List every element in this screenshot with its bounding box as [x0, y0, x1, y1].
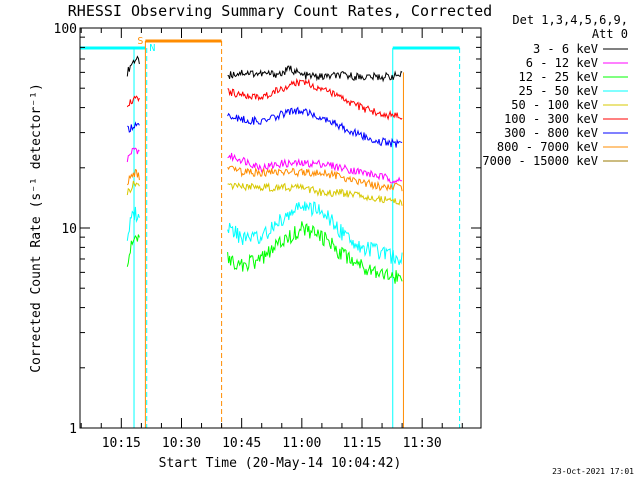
legend-entry-label: 100 - 300 keV	[504, 112, 598, 126]
legend-entry-label: 50 - 100 keV	[511, 98, 598, 112]
night-marker-label: N	[149, 43, 155, 54]
legend-title-line1: Det 1,3,4,5,6,9,	[512, 13, 628, 27]
series-300-800keV	[127, 106, 403, 148]
series-line	[227, 182, 403, 206]
series-line	[227, 152, 403, 184]
legend-entry-label: 6 - 12 keV	[526, 56, 598, 70]
series-800-7000keV	[126, 165, 403, 192]
series-line	[126, 95, 140, 108]
series-line	[227, 201, 403, 266]
series-line	[126, 147, 140, 163]
y-tick-label: 10	[61, 222, 77, 237]
series-line	[227, 65, 403, 83]
y-tick-label: 1	[69, 422, 77, 437]
series-line	[126, 234, 140, 267]
series-3-6keV	[126, 55, 403, 83]
series-line	[227, 106, 403, 148]
x-axis-label: Start Time (20-May-14 10:04:42)	[159, 456, 402, 471]
series-50-100keV	[126, 180, 403, 206]
series-line	[227, 77, 403, 121]
y-axis-label: Corrected Count Rate (s⁻¹ detector⁻¹)	[29, 83, 44, 373]
series-100-300keV	[126, 77, 403, 121]
saa-marker-label: S	[137, 36, 143, 47]
x-tick-label: 11:15	[342, 436, 381, 451]
legend-entry-label: 300 - 800 keV	[504, 126, 598, 140]
state-overlays: SN	[80, 36, 461, 428]
x-tick-label: 10:15	[102, 436, 141, 451]
footer-timestamp: 23-Oct-2021 17:01	[552, 467, 634, 476]
series-line	[126, 55, 140, 77]
series-25-50keV	[126, 201, 403, 266]
chart-title: RHESSI Observing Summary Count Rates, Co…	[68, 2, 492, 20]
x-tick-label: 11:00	[282, 436, 321, 451]
legend-entry-label: 25 - 50 keV	[519, 84, 598, 98]
x-tick-label: 10:30	[162, 436, 201, 451]
legend-entry-label: 12 - 25 keV	[519, 70, 598, 84]
series-line	[126, 180, 140, 196]
series-6-12keV	[126, 147, 403, 184]
legend-entry-label: 3 - 6 keV	[533, 42, 598, 56]
series-line	[227, 221, 403, 284]
series-line	[126, 168, 140, 186]
y-tick-label: 100	[54, 22, 77, 37]
legend-entry-label: 7000 - 15000 keV	[482, 154, 598, 168]
legend-title-line2: Att 0	[592, 27, 628, 41]
legend-entry-label: 800 - 7000 keV	[497, 140, 598, 154]
series-line	[127, 121, 140, 133]
x-tick-label: 11:30	[403, 436, 442, 451]
x-tick-label: 10:45	[222, 436, 261, 451]
series-line	[227, 165, 403, 192]
series-12-25keV	[126, 221, 403, 284]
series-line	[126, 206, 140, 241]
